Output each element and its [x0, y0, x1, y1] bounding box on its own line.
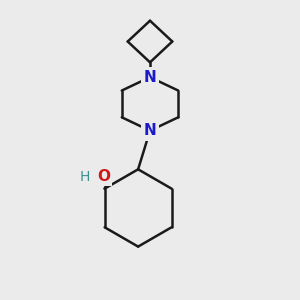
Text: N: N	[144, 70, 156, 85]
Text: H: H	[80, 170, 90, 184]
Text: O: O	[98, 169, 110, 184]
Text: N: N	[144, 123, 156, 138]
